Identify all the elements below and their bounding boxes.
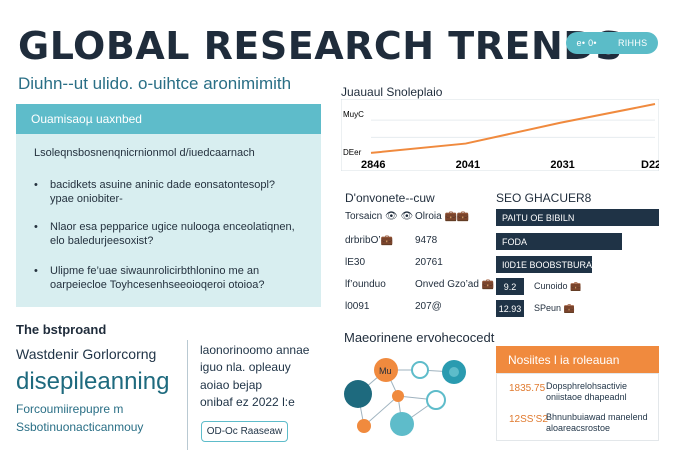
table-cell: drbribO’💼: [345, 235, 394, 246]
list-item: • bacidkets asuine aninic dade eonsatont…: [34, 178, 275, 206]
network-node: [357, 419, 371, 433]
x-tick-label: 2846: [361, 159, 385, 171]
bullet-icon: •: [34, 221, 38, 233]
info-card: [16, 104, 321, 307]
x-tick-label: 2031: [550, 159, 574, 171]
info-card-heading: Ouamisaoµ uaxnbed: [16, 104, 321, 134]
highlight-value: 12SS’S2: [509, 414, 548, 425]
table-cell: Torsaicn 👁 👁: [345, 211, 414, 222]
bullet-line: oarpeiecloe Toyhcesenhseeoioqeroi otoioa…: [50, 279, 265, 291]
table-cell: Onved Gzo’ad 💼: [415, 279, 495, 290]
value-badge: 12.93: [496, 300, 524, 317]
network-node: [374, 358, 398, 382]
pill-left-label: e• 0•: [576, 38, 597, 48]
value-badge: 9.2: [496, 278, 524, 295]
highlight-text: Bhnunbuiawad manelend: [546, 412, 648, 422]
bullet-line: Ulipme fe’uae siwaunrolicirbthlonino me …: [50, 265, 260, 277]
bullet-line: bacidkets asuine aninic dade eonsatontes…: [50, 179, 276, 191]
series-line: [370, 103, 656, 154]
text-line: laonorinoomo annae: [200, 343, 310, 357]
section-line: Ssbotinuonacticanmouy: [16, 420, 144, 434]
bar-item: PAITU OE BIBILN: [496, 209, 659, 226]
highlights-panel: [496, 373, 659, 441]
pill-right-label: RIHHS: [617, 38, 648, 48]
y-axis-bottom-label: DEer: [343, 148, 362, 157]
section-heading: The bstproand: [16, 322, 107, 337]
page-title: GLOBAL RESEARCH TRENDS: [18, 24, 624, 68]
value-label: SPeun 💼: [534, 303, 575, 313]
bullet-line: Nlaor esa pepparice ugice nulooga enceol…: [50, 221, 295, 233]
list-item: • Nlaor esa pepparice ugice nulooga ence…: [34, 220, 295, 248]
text-line: onibaf ez 2022 l:e: [200, 395, 295, 409]
bullet-icon: •: [34, 179, 38, 191]
network-diagram: Mu: [344, 358, 466, 436]
line-chart: MuyC DEer 2846 2041 2031 D22: [341, 99, 659, 171]
text-line: aoiao bejap: [200, 378, 263, 392]
divider: [187, 340, 188, 450]
list-item: • Ulipme fe’uae siwaunrolicirbthlonino m…: [34, 264, 264, 292]
highlight-value: 1835.75: [509, 383, 546, 394]
x-tick-label: 2041: [456, 159, 480, 171]
x-tick-label: D22: [641, 159, 659, 171]
table-cell: 20761: [415, 257, 443, 268]
section-line: Forcoumiirepupre m: [16, 402, 124, 416]
network-edge: [363, 395, 399, 427]
highlight-text: disepileanning: [16, 368, 170, 395]
table-cell: Olroia 💼💼: [415, 211, 470, 222]
page-subtitle: Diuhn--ut ulido. o-uihtce aronimimith: [18, 74, 292, 93]
bullet-line: elo baledurjeesoxist?: [50, 235, 154, 247]
header-pill[interactable]: e• 0• RIHHS: [566, 32, 658, 54]
network-node-core: [449, 367, 459, 377]
network-node: [392, 390, 404, 402]
table-heading: D'onvonete--cuw: [345, 191, 435, 205]
network-node: [390, 412, 414, 436]
bullet-icon: •: [34, 265, 38, 277]
value-label: Cunoido 💼: [534, 281, 582, 291]
section-subheading: Wastdenir Gorlorcorng: [16, 346, 157, 362]
network-heading: Maeorinene ervohecocedt: [344, 330, 495, 345]
chart-title: Juauaul Snoleplaio: [341, 85, 443, 99]
highlight-text: Dopsphrelohsactivie: [546, 381, 628, 391]
highlight-text: aloareacsrostoe: [546, 423, 611, 433]
highlights-heading: Nosiites l ia roleauan: [496, 346, 659, 373]
table-cell: 9478: [415, 235, 438, 246]
highlight-text: oniistaoe dhapeadnl: [546, 392, 627, 402]
bar-list-heading: SEO GHACUER8: [496, 191, 592, 205]
network-node: [411, 361, 429, 379]
bar-item: FODA: [496, 233, 622, 250]
network-node: [426, 390, 446, 410]
y-axis-top-label: MuyC: [343, 110, 364, 119]
bullet-line: ypae oniobiter-: [50, 193, 123, 205]
table-cell: lf’ounduo: [345, 279, 386, 290]
table-cell: 207@: [415, 301, 442, 312]
network-node-label: Mu: [379, 366, 392, 376]
table-cell: lE30: [345, 257, 366, 268]
info-card-intro: Lsoleqnsbosnenqnicrnionmol d/iuedcaarnac…: [34, 147, 255, 159]
text-line: iguo nla. opleauy: [200, 360, 291, 374]
bar-item: I0D1E BOOBSTBURAY: [496, 256, 597, 273]
table-cell: l0091: [345, 301, 370, 312]
read-more-button[interactable]: OD-Oc Raaseaw: [201, 421, 288, 442]
network-node: [344, 380, 372, 408]
